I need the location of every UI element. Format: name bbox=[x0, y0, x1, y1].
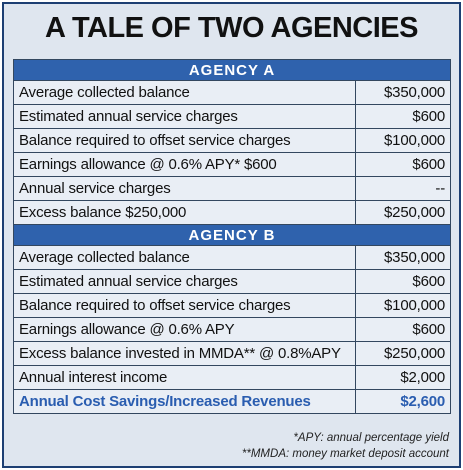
row-value: $100,000 bbox=[355, 293, 451, 318]
table-row: Earnings allowance @ 0.6% APY $600 bbox=[13, 317, 451, 342]
section-header: AGENCY B bbox=[13, 224, 451, 246]
table-row: Balance required to offset service charg… bbox=[13, 293, 451, 318]
table-row: Average collected balance $350,000 bbox=[13, 245, 451, 270]
row-value: $100,000 bbox=[355, 128, 451, 153]
section-header-row: AGENCY B bbox=[13, 224, 451, 246]
section-header: AGENCY A bbox=[13, 59, 451, 81]
table-row: Estimated annual service charges $600 bbox=[13, 104, 451, 129]
row-label: Excess balance invested in MMDA** @ 0.8%… bbox=[13, 341, 356, 366]
row-value: $350,000 bbox=[355, 80, 451, 105]
table-row: Annual service charges -- bbox=[13, 176, 451, 201]
row-label: Estimated annual service charges bbox=[13, 104, 356, 129]
row-label: Annual service charges bbox=[13, 176, 356, 201]
table-row: Average collected balance $350,000 bbox=[13, 80, 451, 105]
table-row: Excess balance invested in MMDA** @ 0.8%… bbox=[13, 341, 451, 366]
row-label: Annual Cost Savings/Increased Revenues bbox=[13, 389, 356, 414]
row-label: Average collected balance bbox=[13, 245, 356, 270]
footnote: **MMDA: money market deposit account bbox=[241, 448, 449, 460]
row-label: Average collected balance bbox=[13, 80, 356, 105]
table-row: Excess balance $250,000 $250,000 bbox=[13, 200, 451, 225]
comparison-table: AGENCY A Average collected balance $350,00… bbox=[13, 59, 451, 414]
row-value: $600 bbox=[355, 104, 451, 129]
row-label: Earnings allowance @ 0.6% APY* $600 bbox=[13, 152, 356, 177]
section-header-row: AGENCY A bbox=[13, 59, 451, 81]
row-label: Balance required to offset service charg… bbox=[13, 128, 356, 153]
row-value: -- bbox=[355, 176, 451, 201]
row-value: $250,000 bbox=[355, 341, 451, 366]
table-row: Estimated annual service charges $600 bbox=[13, 269, 451, 294]
row-value: $600 bbox=[355, 317, 451, 342]
row-label: Excess balance $250,000 bbox=[13, 200, 356, 225]
row-value: $600 bbox=[355, 152, 451, 177]
row-value: $600 bbox=[355, 269, 451, 294]
row-label: Annual interest income bbox=[13, 365, 356, 390]
row-label: Estimated annual service charges bbox=[13, 269, 356, 294]
footnote: *APY: annual percentage yield bbox=[293, 432, 449, 444]
row-label: Earnings allowance @ 0.6% APY bbox=[13, 317, 356, 342]
total-row: Annual Cost Savings/Increased Revenues $2… bbox=[13, 389, 451, 414]
table-row: Earnings allowance @ 0.6% APY* $600 $600 bbox=[13, 152, 451, 177]
row-value: $2,000 bbox=[355, 365, 451, 390]
title: A TALE OF TWO AGENCIES bbox=[45, 12, 418, 44]
row-label: Balance required to offset service charg… bbox=[13, 293, 356, 318]
table-row: Balance required to offset service charg… bbox=[13, 128, 451, 153]
row-value: $350,000 bbox=[355, 245, 451, 270]
row-value: $250,000 bbox=[355, 200, 451, 225]
table-row: Annual interest income $2,000 bbox=[13, 365, 451, 390]
row-value: $2,600 bbox=[355, 389, 451, 414]
